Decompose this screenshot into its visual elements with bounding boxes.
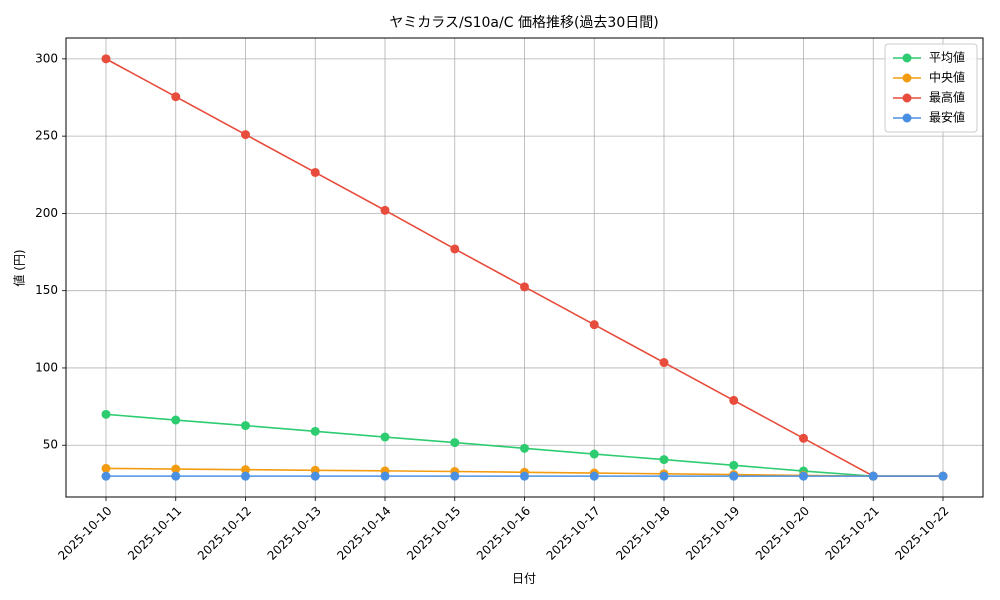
legend-marker: [902, 113, 912, 123]
data-point: [171, 471, 181, 481]
data-point: [729, 460, 739, 470]
y-tick-label: 150: [35, 283, 58, 297]
data-point: [101, 409, 111, 419]
data-point: [380, 471, 390, 481]
x-tick-label: 2025-10-12: [195, 504, 254, 563]
y-axis-label: 値 (円): [12, 249, 27, 286]
data-point: [380, 205, 390, 215]
data-point: [659, 471, 669, 481]
data-point: [729, 471, 739, 481]
data-point: [310, 167, 320, 177]
data-point: [241, 130, 250, 140]
data-point: [380, 432, 390, 442]
x-tick-label: 2025-10-17: [544, 504, 603, 563]
data-point: [310, 426, 320, 436]
legend-box: [884, 43, 978, 133]
data-point: [868, 471, 878, 481]
x-axis-label: 日付: [512, 572, 536, 586]
y-tick-label: 200: [35, 206, 58, 220]
x-tick-label: 2025-10-15: [404, 504, 463, 563]
data-point: [589, 471, 599, 481]
y-tick-label: 100: [35, 360, 58, 374]
data-point: [589, 449, 599, 459]
y-tick-label: 300: [35, 51, 58, 65]
x-tick-label: 2025-10-20: [753, 504, 812, 563]
data-point: [799, 433, 808, 443]
data-point: [729, 395, 739, 405]
data-point: [799, 471, 808, 481]
chart-title: ヤミカラス/S10a/C 価格推移(過去30日間): [389, 15, 658, 31]
x-tick-label: 2025-10-13: [265, 504, 324, 563]
x-tick-label: 2025-10-18: [613, 504, 672, 563]
data-point: [310, 471, 320, 481]
legend-label: 最安値: [929, 110, 965, 125]
x-tick-label: 2025-10-19: [683, 504, 742, 563]
data-point: [241, 471, 250, 481]
data-point: [589, 320, 599, 330]
legend-marker: [902, 93, 912, 103]
legend-label: 平均値: [929, 50, 965, 65]
y-tick-label: 50: [43, 438, 58, 452]
x-tick-label: 2025-10-16: [474, 504, 533, 563]
data-point: [171, 415, 181, 425]
legend-marker: [902, 53, 912, 63]
x-tick-label: 2025-10-14: [334, 504, 393, 563]
data-point: [241, 421, 250, 431]
data-point: [101, 471, 111, 481]
data-point: [659, 358, 669, 368]
data-point: [241, 465, 250, 475]
x-tick-label: 2025-10-11: [125, 504, 184, 563]
legend-label: 最高値: [929, 90, 965, 105]
legend-marker: [902, 73, 912, 83]
data-point: [101, 463, 111, 473]
data-point: [171, 92, 181, 102]
x-tick-label: 2025-10-10: [55, 504, 114, 563]
y-tick-label: 250: [35, 129, 58, 143]
legend-label: 中央値: [929, 70, 965, 85]
data-point: [450, 471, 460, 481]
data-point: [171, 464, 181, 474]
x-tick-label: 2025-10-21: [823, 504, 882, 563]
data-point: [659, 455, 669, 465]
data-point: [520, 443, 529, 453]
data-point: [520, 282, 529, 292]
data-point: [101, 54, 111, 64]
data-point: [450, 244, 460, 254]
plot-frame: [65, 37, 984, 498]
x-tick-label: 2025-10-22: [892, 504, 951, 563]
data-point: [450, 438, 460, 448]
data-point: [520, 471, 529, 481]
data-point: [938, 471, 948, 481]
